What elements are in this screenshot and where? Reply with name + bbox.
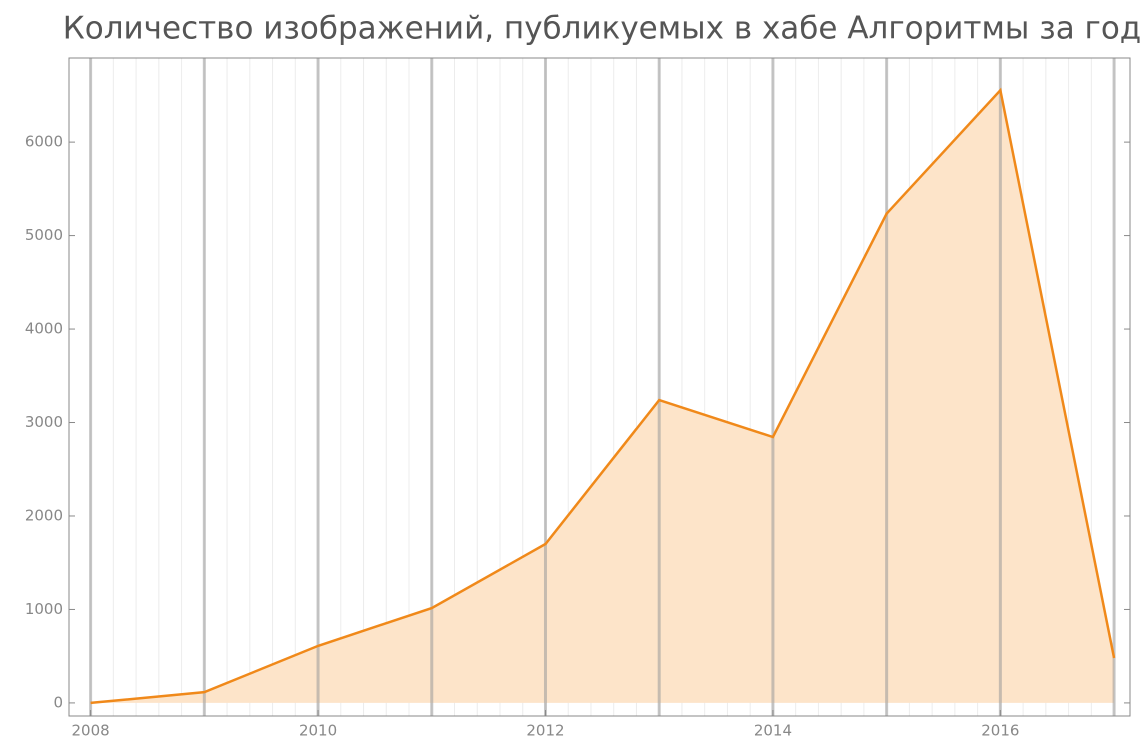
- plot-frame: [68, 57, 1131, 717]
- y-tick-label: 6000: [25, 133, 63, 151]
- x-tick-label: 2010: [299, 722, 337, 740]
- chart-title: Количество изображений, публикуемых в ха…: [63, 11, 1141, 47]
- x-tick-label: 2012: [526, 722, 564, 740]
- x-tick-label: 2014: [754, 722, 792, 740]
- x-tick-label: 2016: [981, 722, 1019, 740]
- y-tick-label: 5000: [25, 226, 63, 244]
- y-tick-label: 4000: [25, 320, 63, 338]
- x-tick-label: 2008: [72, 722, 110, 740]
- y-tick-label: 1000: [25, 600, 63, 618]
- y-tick-label: 3000: [25, 413, 63, 431]
- y-tick-label: 0: [53, 693, 63, 711]
- area: [90, 90, 1115, 703]
- y-tick-label: 2000: [25, 506, 63, 524]
- line: [90, 87, 1116, 705]
